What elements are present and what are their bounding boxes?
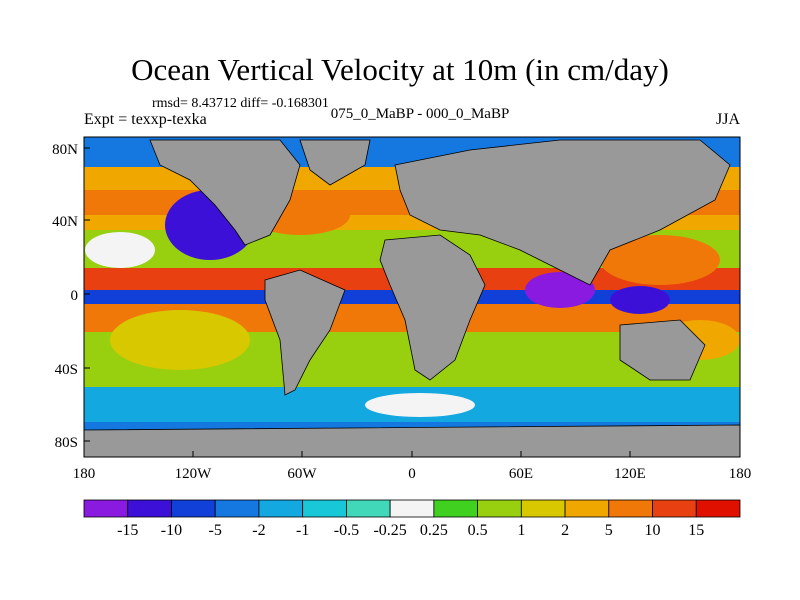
pacific-white-patch [85,232,155,268]
colorbar-box [433,499,478,518]
y-tick-label: 40N [52,214,78,230]
y-tick-label: 80N [52,142,78,158]
south-america [264,269,346,396]
x-tick-label: 180 [73,466,96,482]
colorbar-label: 15 [688,522,704,539]
greenland [299,139,371,186]
colorbar-label: 0.25 [420,522,448,539]
colorbar-box [345,499,391,518]
colorbar [83,499,741,518]
y-tick-label: 0 [71,288,79,304]
colorbar-label: 10 [645,522,661,539]
colorbar-box [258,499,304,518]
north-america [149,139,301,246]
colorbar-label: -1 [296,522,309,539]
colorbar-box [214,499,260,518]
colorbar-box [389,499,435,518]
x-tick-label: 60E [509,466,533,482]
colorbar-label: -15 [117,522,138,539]
colorbar-box [127,499,172,518]
colorbar-label: -0.5 [334,522,359,539]
colorbar-box [83,499,129,518]
colorbar-box [564,499,610,518]
antarctica [84,424,740,457]
colorbar-label: 5 [605,522,613,539]
colorbar-label: -2 [252,522,265,539]
colorbar-label: -5 [209,522,222,539]
map-field [84,137,740,457]
colorbar-box [302,499,347,518]
west-pacific-orange [600,235,720,285]
colorbar-box [652,499,697,518]
x-tick-label: 120E [614,466,646,482]
colorbar-box [171,499,216,518]
colorbar-labels: -15 -10 -5 -2 -1 -0.5 -0.25 0.25 0.5 1 2 5 10 15 [117,522,704,539]
east-pacific-yellow [110,310,250,370]
x-tick-label: 60W [287,466,317,482]
indian-ocean-purple [525,272,595,308]
x-tick-labels: 180 120W 60W 0 60E 120E 180 [73,466,752,482]
y-tick-label: 80S [55,435,78,451]
stats-line: rmsd= 8.43712 diff= -0.168301 [152,96,329,111]
y-tick-labels: 80N 40N 0 40S 80S [52,142,78,451]
x-tick-label: 180 [729,466,752,482]
chart-title: Ocean Vertical Velocity at 10m (in cm/da… [131,52,669,87]
season-label: JJA [715,111,740,128]
maritime-purple [610,286,670,314]
comparison-label: 075_0_MaBP - 000_0_MaBP [330,106,510,122]
y-tick-label: 40S [55,362,78,378]
colorbar-label: 2 [561,522,569,539]
y-tick-marks [84,147,90,442]
colorbar-box [608,499,653,518]
x-tick-label: 120W [175,466,213,482]
experiment-label: Expt = texxp-texka [84,111,207,128]
x-tick-label: 0 [408,466,416,482]
colorbar-box [520,499,566,518]
colorbar-box [695,499,741,518]
australia [619,319,706,381]
africa [379,234,486,381]
colorbar-label: 0.5 [468,522,488,539]
colorbar-label: -0.25 [373,522,406,539]
colorbar-box [477,499,522,518]
colorbar-label: -10 [161,522,182,539]
land-masses [84,139,740,457]
southern-white-patch [365,393,475,417]
eurasia [394,139,731,286]
colorbar-label: 1 [517,522,525,539]
x-tick-marks [83,451,741,457]
